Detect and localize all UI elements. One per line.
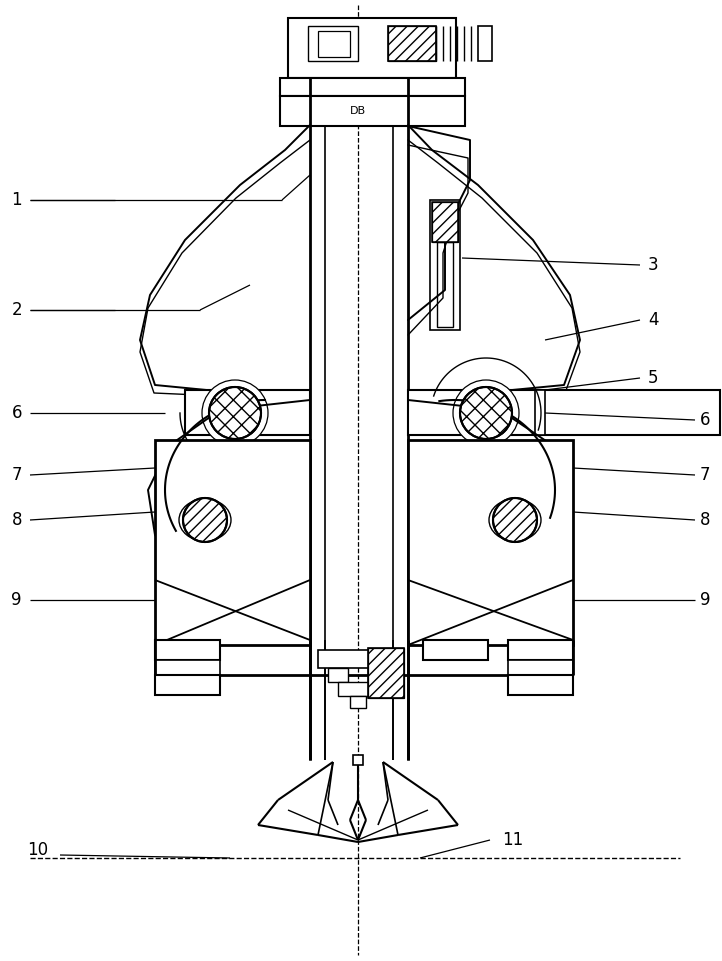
Text: 1: 1 [12, 191, 22, 209]
Bar [508, 660, 573, 675]
Bar [437, 242, 453, 327]
Bar [423, 640, 488, 660]
Bar [388, 26, 436, 61]
Text: 7: 7 [12, 466, 22, 484]
Bar [338, 682, 378, 696]
Circle shape [460, 387, 512, 439]
Text: 9: 9 [700, 591, 710, 609]
Bar [155, 660, 220, 675]
Text: 7: 7 [700, 466, 710, 484]
Text: 3: 3 [648, 256, 658, 274]
Bar [430, 200, 460, 330]
Bar [318, 31, 350, 57]
Text: DB: DB [350, 106, 366, 116]
Bar [368, 668, 388, 682]
Bar [155, 440, 310, 645]
Text: 8: 8 [12, 511, 22, 529]
Circle shape [183, 498, 227, 542]
Bar [368, 648, 404, 698]
Text: 11: 11 [502, 831, 523, 849]
Bar [535, 390, 545, 435]
Bar [308, 26, 358, 61]
Bar [280, 96, 465, 126]
Bar [155, 675, 220, 695]
Text: 9: 9 [12, 591, 22, 609]
Bar [318, 650, 398, 668]
Text: 10: 10 [27, 841, 48, 859]
Text: 6: 6 [700, 411, 710, 429]
Bar [185, 390, 310, 435]
Bar [368, 648, 404, 698]
Bar [280, 78, 465, 96]
Circle shape [493, 498, 537, 542]
Text: 5: 5 [648, 369, 658, 387]
Bar [350, 696, 366, 708]
Text: 2: 2 [12, 301, 22, 319]
Bar [478, 26, 492, 61]
Bar [288, 18, 456, 78]
Bar [328, 668, 348, 682]
Text: 4: 4 [648, 311, 658, 329]
Bar [408, 390, 720, 435]
Bar [408, 440, 573, 645]
Bar [432, 202, 458, 242]
Bar [432, 202, 458, 242]
Bar [508, 640, 573, 660]
Circle shape [202, 380, 268, 446]
Bar [508, 675, 573, 695]
Bar [353, 755, 363, 765]
Bar [155, 640, 220, 660]
Bar [388, 26, 436, 61]
Circle shape [209, 387, 261, 439]
Text: 8: 8 [700, 511, 710, 529]
Circle shape [453, 380, 519, 446]
Text: 6: 6 [12, 404, 22, 422]
